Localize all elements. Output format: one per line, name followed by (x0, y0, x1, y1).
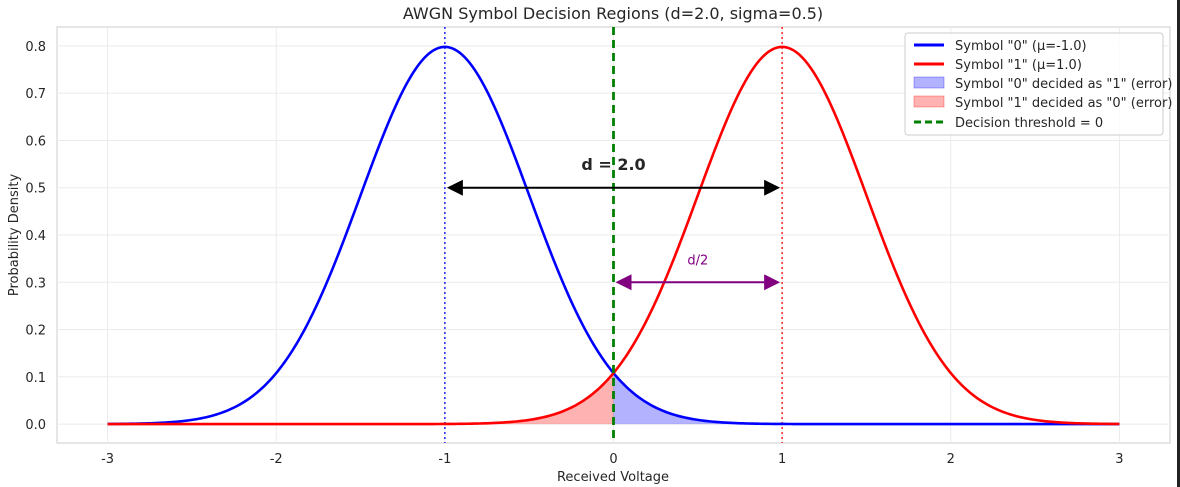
annotation-label: d/2 (687, 254, 708, 269)
y-axis-label: Probability Density (7, 174, 22, 297)
density-curves (107, 45, 1120, 426)
legend: Symbol "0" (μ=-1.0) Symbol "1" (μ=1.0) S… (904, 32, 1172, 136)
legend-label-error1: Symbol "1" decided as "0" (error) (955, 96, 1172, 111)
reference-lines (444, 27, 783, 443)
y-tick-label: 0.3 (25, 276, 46, 291)
window-edge (1177, 0, 1180, 487)
annotations: d = 2.0 d/2 (446, 155, 781, 291)
annotation-label: d = 2.0 (581, 155, 645, 174)
y-tick-label: 0.5 (25, 182, 46, 197)
legend-swatch-error1 (913, 95, 945, 108)
chart-title: AWGN Symbol Decision Regions (d=2.0, sig… (403, 4, 823, 23)
y-tick-label: 0.1 (25, 371, 46, 386)
y-tick-label: 0.0 (25, 418, 46, 433)
error-fills (107, 373, 1120, 425)
legend-label-error0: Symbol "0" decided as "1" (error) (955, 77, 1172, 92)
x-tick-labels: -3 -2 -1 0 1 2 3 (101, 452, 1123, 467)
x-tick-label: 1 (778, 452, 786, 467)
x-tick-label: 3 (1115, 452, 1123, 467)
y-tick-label: 0.2 (25, 324, 46, 339)
y-tick-label: 0.7 (25, 87, 46, 102)
legend-swatch-error0 (913, 76, 945, 89)
x-tick-label: 0 (609, 452, 617, 467)
x-tick-label: -1 (438, 452, 451, 467)
x-axis-label: Received Voltage (557, 470, 669, 485)
error-fill-symbol0 (613, 373, 1120, 425)
x-tick-label: -3 (101, 452, 114, 467)
error-fill-symbol1 (107, 373, 614, 425)
curve-symbol1 (107, 45, 1120, 426)
legend-label-symbol0: Symbol "0" (μ=-1.0) (955, 39, 1087, 54)
y-tick-labels: 0.0 0.1 0.2 0.3 0.4 0.5 0.6 0.7 0.8 (25, 40, 46, 433)
legend-box (904, 32, 1164, 136)
x-tick-label: 2 (947, 452, 955, 467)
y-tick-label: 0.4 (25, 229, 46, 244)
legend-label-symbol1: Symbol "1" (μ=1.0) (955, 58, 1082, 73)
legend-label-threshold: Decision threshold = 0 (955, 116, 1103, 131)
x-tick-label: -2 (270, 452, 283, 467)
y-tick-label: 0.8 (25, 40, 46, 55)
y-tick-label: 0.6 (25, 134, 46, 149)
